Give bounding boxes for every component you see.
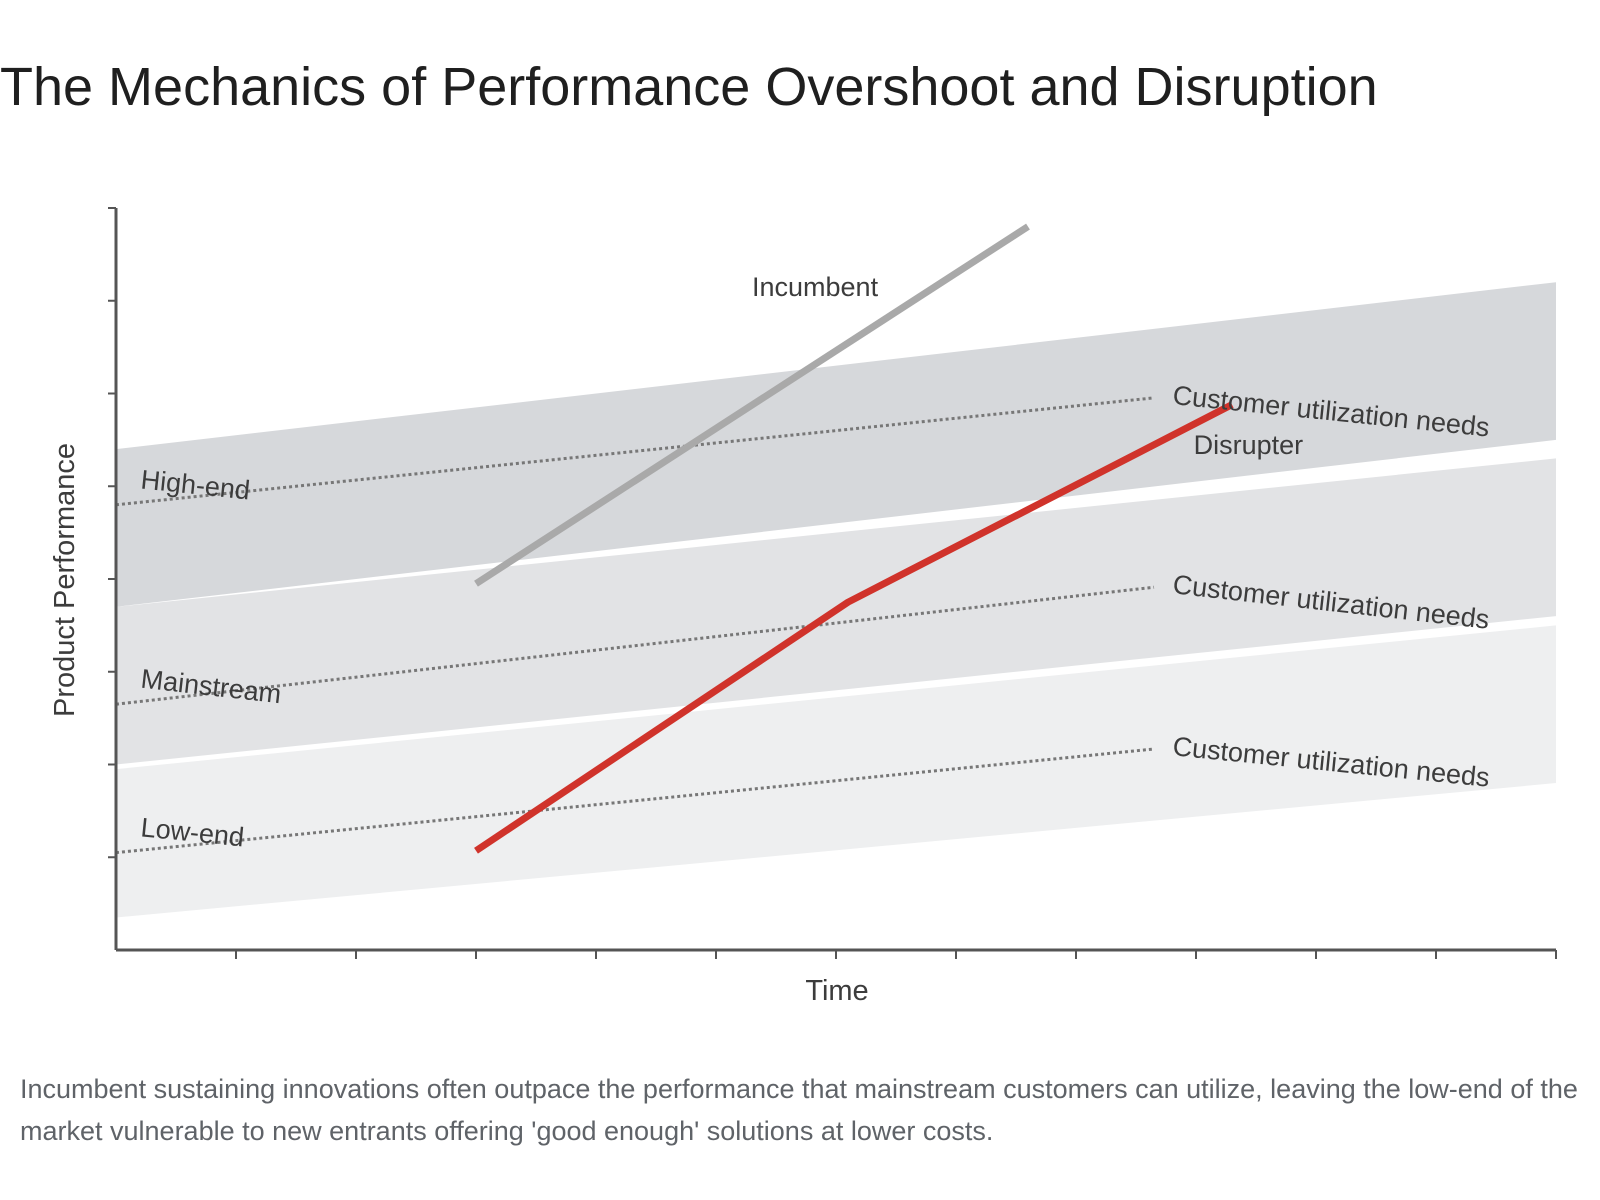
chart-axes: [108, 207, 1557, 959]
series-line-disrupter: [474, 401, 1234, 854]
customer-needs-lines: [115, 396, 1155, 855]
y-axis-label: Product Performance: [49, 443, 81, 717]
band-high-end: [116, 282, 1556, 607]
series-label-disrupter: Disrupter: [1194, 430, 1304, 460]
x-axis-label: Time: [805, 975, 868, 1007]
figure-caption: Incumbent sustaining innovations often o…: [20, 1074, 1578, 1146]
series-line-incumbent: [474, 223, 1030, 587]
series-label-incumbent: Incumbent: [752, 272, 879, 302]
page-title: The Mechanics of Performance Overshoot a…: [0, 57, 1378, 117]
axis-ticks: [108, 207, 1557, 959]
performance-trajectories: [474, 223, 1234, 854]
needs-line-mainstream: [115, 585, 1155, 706]
band-low-end: [116, 625, 1556, 918]
